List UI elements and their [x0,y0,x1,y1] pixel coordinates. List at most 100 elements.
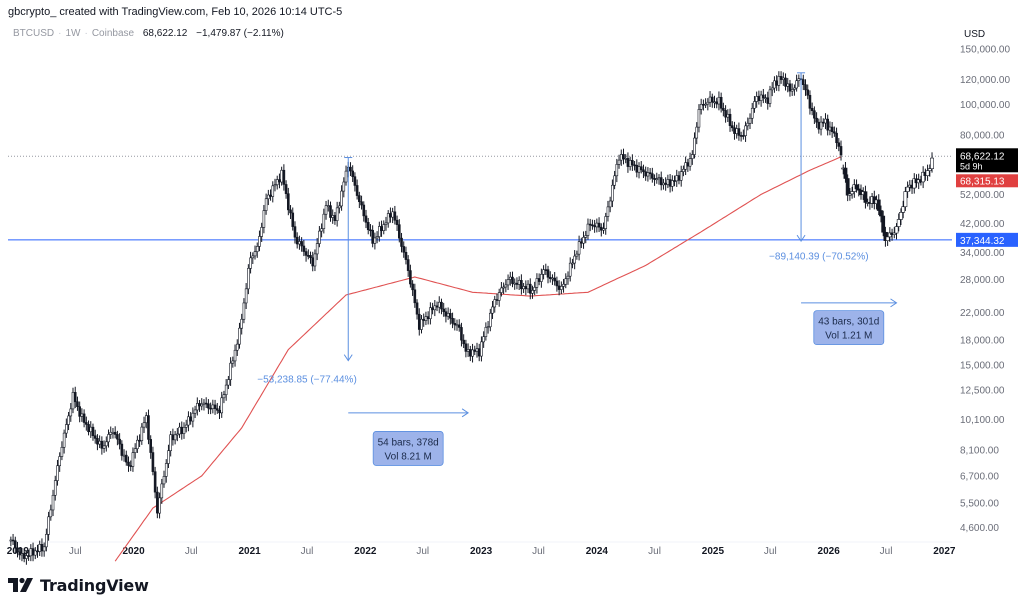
candle [735,128,738,134]
candle [413,289,417,304]
candle [331,215,335,218]
candle [619,154,623,161]
candle [353,176,357,186]
candle [426,316,430,320]
candle [182,427,186,434]
candle [49,509,53,518]
candle [826,118,829,131]
candle [11,539,15,542]
candle [828,126,832,131]
time-tick-label: Jul [648,546,661,557]
candle [584,235,588,238]
candle [202,402,206,405]
candle [287,193,290,211]
candle [768,89,772,104]
candle [169,434,172,451]
candle [45,534,48,548]
candle [779,76,783,80]
candle [511,276,514,284]
candle [548,276,552,279]
candle [815,117,818,123]
candle [67,415,70,425]
candle [526,283,530,290]
candle [653,178,656,180]
candle [449,313,452,319]
candle [813,110,816,119]
candle [748,117,752,124]
candle [533,287,536,291]
price-tick-label: 18,000.00 [960,336,1005,347]
candle [613,175,616,186]
candle [608,200,612,208]
candle [60,446,64,457]
candle [575,253,579,257]
candle [213,404,217,409]
candle [666,179,670,185]
price-tick-label: 52,000.00 [960,190,1005,201]
candle [207,403,210,409]
projected-candle [863,191,868,203]
candle [606,206,610,217]
candle [382,224,386,231]
candle [690,154,694,159]
candle [695,126,699,139]
candle [522,286,525,290]
candle [588,223,592,226]
candle [131,452,135,467]
date-range-arrowhead [890,298,898,308]
candle [839,146,843,156]
date-range-bars-label: 54 bars, 378d [378,437,439,448]
candle [340,190,343,207]
candle [275,179,279,186]
candle [369,229,372,232]
candle [422,318,426,321]
ticker-label[interactable]: BTCUSD [13,28,55,39]
candle [482,336,485,343]
candle [655,178,659,181]
candle [249,257,252,269]
candle [437,301,441,308]
candle [531,290,534,294]
candle [82,413,86,423]
projected-candle [843,167,848,179]
interval-label[interactable]: 1W [65,28,81,39]
candle [211,404,215,409]
candle [380,226,383,231]
projected-candle [850,191,855,195]
candle [704,103,707,106]
date-range-bars-label: 43 bars, 301d [818,317,879,328]
candle [198,403,201,407]
candle [306,255,310,257]
candle [586,223,590,236]
candle [329,205,332,218]
candle [557,285,561,290]
price-chart[interactable]: USD 150,000.00 120,000.00 100,000.00 80,000.… [0,0,1024,570]
candle [577,241,581,255]
time-tick-label: Jul [532,546,545,557]
candle [728,113,732,126]
time-tick-label: 2025 [702,546,725,557]
candle [258,236,261,247]
candle [193,409,197,414]
candle [251,255,255,259]
projected-candle [901,206,906,213]
candle [804,84,807,91]
symbol-info-bar[interactable]: BTCUSD · 1W · Coinbase 68,622.12 −1,479.87 (… [13,28,284,39]
candle [475,348,479,352]
candle [469,349,472,357]
price-range-arrowhead [796,234,806,243]
candle [73,392,77,403]
candle [553,277,556,282]
candle [808,94,812,109]
candle [362,204,366,217]
time-tick-label: Jul [185,546,198,557]
tradingview-logo-icon [8,577,33,592]
time-tick-label: 2026 [818,546,841,557]
candle [284,184,288,194]
candle [764,97,767,100]
candle [604,216,608,229]
price-tick-label: 10,100.00 [960,415,1005,426]
candle [56,465,59,481]
candle [624,158,628,160]
candle [759,94,763,101]
